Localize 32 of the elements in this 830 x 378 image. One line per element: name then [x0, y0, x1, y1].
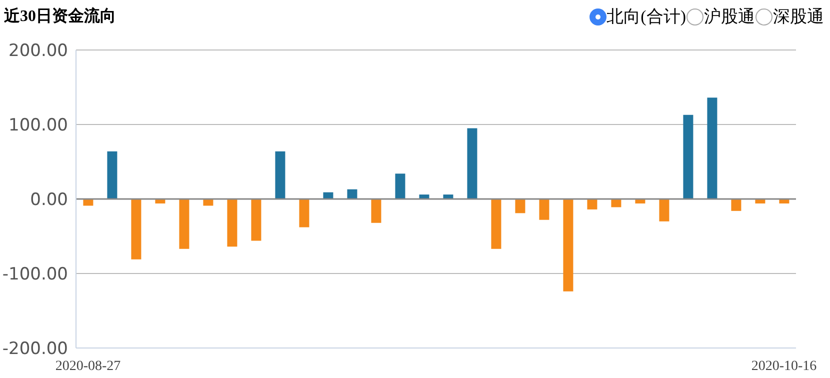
- y-tick-label: -100.00: [2, 264, 68, 285]
- y-tick-label: 100.00: [8, 116, 68, 136]
- x-tick-label: 2020-08-27: [55, 359, 121, 374]
- x-tick-label: 2020-10-16: [751, 359, 817, 374]
- bar: [179, 199, 190, 249]
- bar: [299, 199, 310, 228]
- bar: [467, 128, 478, 199]
- y-tick-label: 200.00: [8, 41, 68, 62]
- bar: [323, 192, 334, 199]
- text: 沪股通: [704, 6, 755, 28]
- text: 深股通: [773, 6, 824, 28]
- bar: [347, 189, 358, 199]
- y-tick-label: -200.00: [2, 339, 68, 360]
- text: 北向(合计): [606, 6, 686, 28]
- y-tick-label: 0.00: [30, 190, 68, 210]
- bar: [395, 174, 406, 199]
- bar: [131, 199, 142, 260]
- bar: [563, 199, 574, 292]
- bar: [659, 199, 670, 222]
- bar: [515, 199, 526, 214]
- bar: [251, 199, 262, 241]
- bar: [707, 98, 718, 199]
- bar: [227, 199, 238, 247]
- bar: [275, 151, 286, 199]
- bar: [731, 199, 742, 211]
- chart-title: 近30日资金流向: [4, 6, 116, 27]
- bar: [371, 199, 382, 223]
- bar: [491, 199, 502, 249]
- bar: [587, 199, 598, 210]
- bar: [683, 114, 694, 199]
- bar: [107, 151, 118, 199]
- bar: [539, 199, 550, 220]
